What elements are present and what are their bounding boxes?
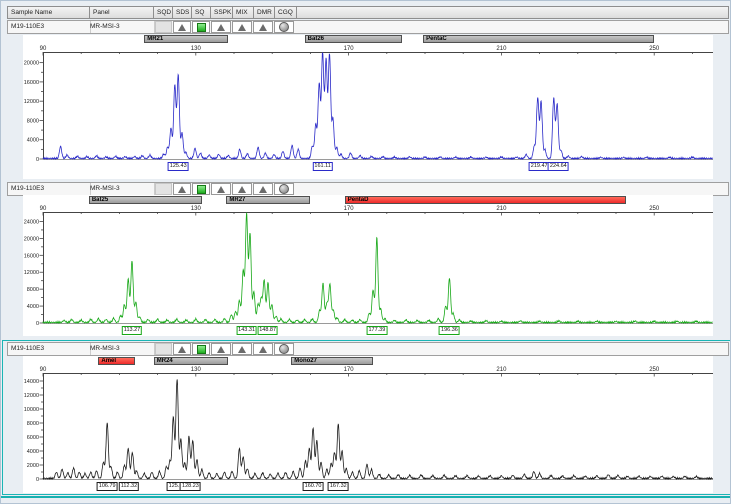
x-tick-label: 90 bbox=[40, 367, 47, 373]
trace-path bbox=[43, 53, 713, 159]
peak-size-label[interactable]: 128.23 bbox=[180, 482, 201, 491]
x-tick-label: 170 bbox=[344, 206, 355, 212]
x-tick-label: 130 bbox=[191, 367, 202, 373]
peak-size-label[interactable]: 143.31 bbox=[236, 326, 257, 335]
peak-size-label[interactable]: 196.36 bbox=[439, 326, 460, 335]
y-tick-label: 16000 bbox=[24, 80, 39, 86]
trace-svg: 90 130 170 210 250 0 2000 4000 6000 8000 10000 1200… bbox=[1, 342, 731, 493]
peak-size-label[interactable]: 160.70 bbox=[303, 482, 324, 491]
peak-size-label[interactable]: 148.87 bbox=[257, 326, 278, 335]
column-header-sample-name: Sample Name bbox=[8, 7, 90, 18]
y-tick-label: 0 bbox=[36, 477, 39, 483]
column-header-filler bbox=[297, 7, 728, 18]
splitter-bar[interactable] bbox=[1, 496, 731, 498]
x-tick-label: 170 bbox=[344, 367, 355, 373]
column-header-dmr: DMR bbox=[254, 7, 275, 18]
trace-path bbox=[43, 213, 713, 323]
x-tick-label: 130 bbox=[191, 46, 202, 52]
column-header-cgq: CGQ bbox=[275, 7, 297, 18]
sample-panel-row[interactable]: M19-110E3 MR-MSI-3 AmelMR24Mono27 901301… bbox=[1, 342, 731, 493]
x-tick-label: 90 bbox=[40, 206, 47, 212]
sample-panel-row[interactable]: M19-110E3 MR-MSI-3 MR21Bat26PentaC 90130… bbox=[1, 20, 731, 179]
column-header-sqd: SQD bbox=[154, 7, 173, 18]
y-tick-label: 16000 bbox=[24, 253, 39, 259]
x-tick-label: 250 bbox=[649, 206, 660, 212]
y-tick-label: 10000 bbox=[24, 407, 39, 413]
trace-svg: 90 130 170 210 250 0 4000 8000 12000 16000 20000 bbox=[1, 20, 731, 179]
column-header-sq: SQ bbox=[192, 7, 211, 18]
x-tick-label: 210 bbox=[496, 206, 507, 212]
y-tick-label: 4000 bbox=[27, 304, 39, 310]
column-header-sds: SDS bbox=[173, 7, 192, 18]
peak-size-label[interactable]: 167.32 bbox=[328, 482, 349, 491]
peak-size-label[interactable]: 177.39 bbox=[366, 326, 387, 335]
y-tick-label: 8000 bbox=[27, 118, 39, 124]
y-tick-label: 2000 bbox=[27, 463, 39, 469]
y-tick-label: 0 bbox=[36, 321, 39, 327]
column-header-panel: Panel bbox=[90, 7, 154, 18]
trace-path bbox=[43, 379, 713, 479]
y-tick-label: 20000 bbox=[24, 61, 39, 67]
msi-analysis-window: Sample Name Panel SQD SDS SQ SSPK MIX DM… bbox=[0, 0, 731, 504]
peak-size-label[interactable]: 219.47 bbox=[529, 162, 550, 171]
trace-svg: 90 130 170 210 250 0 4000 8000 12000 16000 20000 24… bbox=[1, 182, 731, 336]
y-tick-label: 0 bbox=[36, 157, 39, 163]
peak-size-label[interactable]: 106.79 bbox=[97, 482, 118, 491]
y-tick-label: 20000 bbox=[24, 236, 39, 242]
y-tick-label: 12000 bbox=[24, 393, 39, 399]
y-tick-label: 4000 bbox=[27, 138, 39, 144]
sample-panel-row[interactable]: M19-110E3 MR-MSI-3 Bat25MR27PentaD 90130… bbox=[1, 182, 731, 336]
y-tick-label: 12000 bbox=[24, 99, 39, 105]
peak-size-label[interactable]: 125.43 bbox=[168, 162, 189, 171]
y-tick-label: 12000 bbox=[24, 270, 39, 276]
x-tick-label: 130 bbox=[191, 206, 202, 212]
y-tick-label: 6000 bbox=[27, 435, 39, 441]
peak-size-label[interactable]: 161.11 bbox=[312, 162, 332, 171]
column-header-mix: MIX bbox=[233, 7, 254, 18]
y-tick-label: 14000 bbox=[24, 379, 39, 385]
y-tick-label: 8000 bbox=[27, 287, 39, 293]
y-tick-label: 8000 bbox=[27, 421, 39, 427]
peak-size-label[interactable]: 113.27 bbox=[122, 326, 142, 335]
x-tick-label: 210 bbox=[496, 367, 507, 373]
x-tick-label: 170 bbox=[344, 46, 355, 52]
peak-size-label[interactable]: 224.64 bbox=[548, 162, 569, 171]
table-header: Sample Name Panel SQD SDS SQ SSPK MIX DM… bbox=[7, 6, 729, 19]
x-tick-label: 210 bbox=[496, 46, 507, 52]
peak-size-label[interactable]: 112.32 bbox=[119, 482, 139, 491]
y-tick-label: 4000 bbox=[27, 449, 39, 455]
y-tick-label: 24000 bbox=[24, 219, 39, 225]
column-header-sspk: SSPK bbox=[211, 7, 233, 18]
x-tick-label: 90 bbox=[40, 46, 47, 52]
x-tick-label: 250 bbox=[649, 46, 660, 52]
x-tick-label: 250 bbox=[649, 367, 660, 373]
